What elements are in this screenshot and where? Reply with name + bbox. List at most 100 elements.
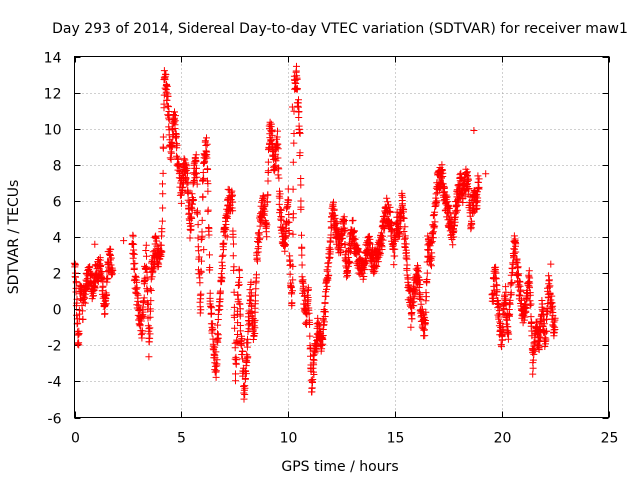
data-point (159, 180, 166, 188)
data-point (188, 206, 196, 214)
data-point (399, 200, 406, 208)
data-point (415, 268, 423, 276)
data-point (168, 139, 176, 147)
data-point (242, 370, 250, 378)
data-point (74, 331, 82, 339)
data-point (163, 82, 171, 90)
data-point (366, 240, 374, 248)
data-point (429, 234, 437, 242)
data-point (474, 197, 482, 205)
data-point (163, 96, 171, 104)
data-point (305, 309, 313, 317)
data-point (272, 150, 280, 158)
y-tick-label: 6 (53, 195, 62, 211)
data-point (325, 259, 333, 267)
data-point (174, 154, 181, 162)
data-point (74, 340, 82, 348)
data-point (470, 187, 478, 194)
data-point (229, 252, 237, 260)
data-point (192, 158, 200, 166)
data-point (212, 373, 220, 381)
data-point (469, 209, 477, 217)
data-point (475, 175, 483, 183)
data-point (157, 241, 165, 249)
y-tick-label: 10 (44, 123, 62, 139)
data-point (230, 303, 238, 311)
data-point (233, 339, 241, 347)
data-point (230, 288, 238, 296)
data-point (322, 292, 330, 300)
data-point (199, 193, 207, 201)
data-point (209, 320, 217, 328)
data-point (330, 198, 337, 206)
data-point (517, 286, 524, 294)
data-point (404, 274, 412, 282)
data-point (136, 321, 144, 329)
data-point (79, 315, 87, 323)
data-point (223, 214, 231, 222)
data-point (305, 286, 312, 294)
data-point (198, 216, 206, 224)
data-point (173, 141, 181, 149)
data-point (195, 247, 203, 255)
data-point (207, 303, 215, 311)
data-point (239, 355, 247, 363)
data-point (231, 324, 239, 332)
data-point (198, 257, 205, 265)
data-point (242, 358, 250, 366)
data-point (214, 331, 222, 339)
data-point (276, 190, 284, 198)
data-point (263, 233, 271, 241)
data-point (146, 330, 154, 338)
data-point (396, 209, 404, 217)
data-point (391, 252, 399, 260)
data-point (259, 197, 267, 204)
data-point (423, 269, 431, 277)
data-point (274, 154, 282, 162)
data-point (526, 274, 534, 282)
data-point (350, 234, 358, 242)
data-point (495, 307, 503, 315)
data-point (78, 307, 86, 315)
data-point (401, 234, 409, 242)
data-point (200, 246, 208, 254)
data-point (159, 133, 167, 141)
data-point (306, 332, 314, 340)
data-point (384, 198, 392, 206)
data-point (220, 239, 228, 247)
data-point (133, 284, 141, 292)
data-point (473, 198, 481, 206)
data-point (464, 176, 472, 184)
data-point (252, 277, 260, 285)
data-point (229, 207, 237, 215)
data-point (422, 317, 429, 324)
data-point (229, 233, 237, 241)
data-point (298, 251, 306, 259)
data-point (346, 258, 354, 266)
data-point (428, 238, 436, 246)
data-point (231, 355, 239, 363)
data-point (204, 180, 212, 188)
data-point (146, 324, 154, 332)
data-point (422, 289, 430, 297)
data-point (129, 232, 137, 240)
data-point (376, 249, 384, 257)
data-point (297, 175, 305, 182)
data-point (75, 327, 83, 335)
data-point (275, 174, 283, 182)
data-point (451, 222, 458, 230)
y-tick-label: 12 (44, 87, 62, 103)
data-point (173, 133, 180, 141)
data-point (379, 236, 387, 244)
data-point (350, 227, 358, 235)
data-point (507, 279, 515, 287)
data-point (263, 221, 271, 229)
data-point (290, 130, 298, 137)
data-point (344, 272, 352, 279)
data-point (234, 331, 241, 338)
data-point (526, 284, 533, 292)
data-point (309, 376, 317, 383)
data-point (482, 170, 490, 178)
data-point (256, 234, 264, 242)
data-point (196, 279, 204, 287)
